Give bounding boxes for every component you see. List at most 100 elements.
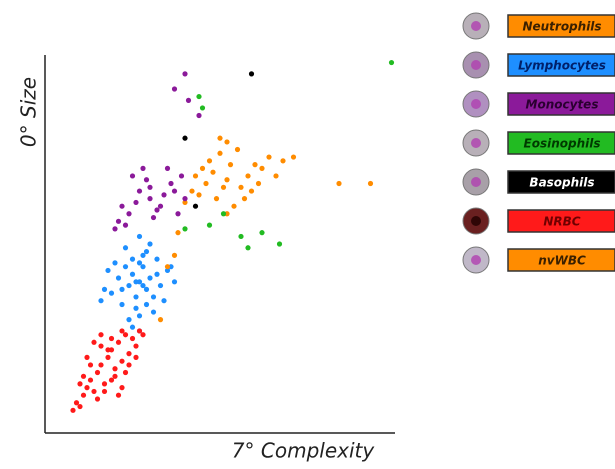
point [168,180,174,187]
point [217,135,223,141]
point [182,196,188,202]
point [238,184,244,190]
point [119,286,125,292]
legend-icon-core [471,138,481,148]
point [94,369,101,376]
point [203,180,209,187]
point [101,286,108,292]
point [147,184,153,190]
point [133,305,139,311]
point [161,298,167,304]
point [77,381,83,387]
point [122,264,129,270]
point [133,354,139,360]
point [119,203,125,209]
point [154,207,160,213]
point [112,366,118,372]
point [119,358,125,364]
point [157,282,164,289]
point [91,339,97,345]
legend-swatch [507,248,615,272]
point [266,154,272,160]
point [220,211,227,217]
legend-swatch [507,53,615,77]
point [245,173,251,179]
point [161,192,167,198]
point [241,196,248,202]
point [199,165,206,171]
point [143,248,150,255]
point [171,252,178,258]
point [248,188,255,194]
point [150,214,157,221]
point [164,165,171,171]
point [206,158,213,164]
legend-label: Basophils [529,176,594,190]
legend-swatch [507,170,615,194]
point [182,199,188,206]
point [157,203,164,209]
point [122,332,129,338]
point [101,381,108,387]
point [182,135,188,141]
point [192,203,199,209]
point [105,347,111,353]
point [136,328,143,334]
point [189,188,195,194]
point [94,396,101,402]
point [182,71,188,77]
point [147,241,153,247]
point [129,335,136,342]
point [252,162,258,168]
legend-icon-core [471,216,481,226]
point [238,233,244,240]
point [171,86,178,92]
point [196,112,202,119]
point [224,177,230,183]
x-axis-label: 7° Complexity [232,439,376,463]
point [129,256,136,262]
point [129,271,136,277]
point [136,233,143,240]
point [84,385,90,391]
point [175,230,181,236]
point [196,93,202,100]
legend-label: Neutrophils [522,20,601,34]
point [87,377,94,383]
point [199,105,206,111]
point [133,294,139,300]
point [213,196,220,202]
point [367,180,374,187]
point [87,362,94,368]
point [126,317,132,323]
point [91,388,97,395]
point [98,343,104,349]
point [259,230,265,236]
point [119,385,125,391]
point [171,279,178,285]
point [105,354,111,360]
point [126,211,132,217]
point [126,282,132,289]
point [217,150,223,156]
point [280,158,286,164]
point [196,192,202,198]
legend-icon-core [471,60,481,70]
point [73,400,80,406]
point [101,388,108,395]
point [115,275,122,281]
legend-swatch [507,209,615,233]
point [210,169,216,175]
point [108,335,115,342]
point [206,222,213,228]
point [98,298,104,304]
legend-label: nvWBC [538,254,586,268]
point [175,211,181,217]
point [77,403,83,410]
point [273,173,279,179]
point [112,226,118,232]
point [143,301,150,308]
legend-icon-core [471,99,481,109]
point [150,309,157,315]
